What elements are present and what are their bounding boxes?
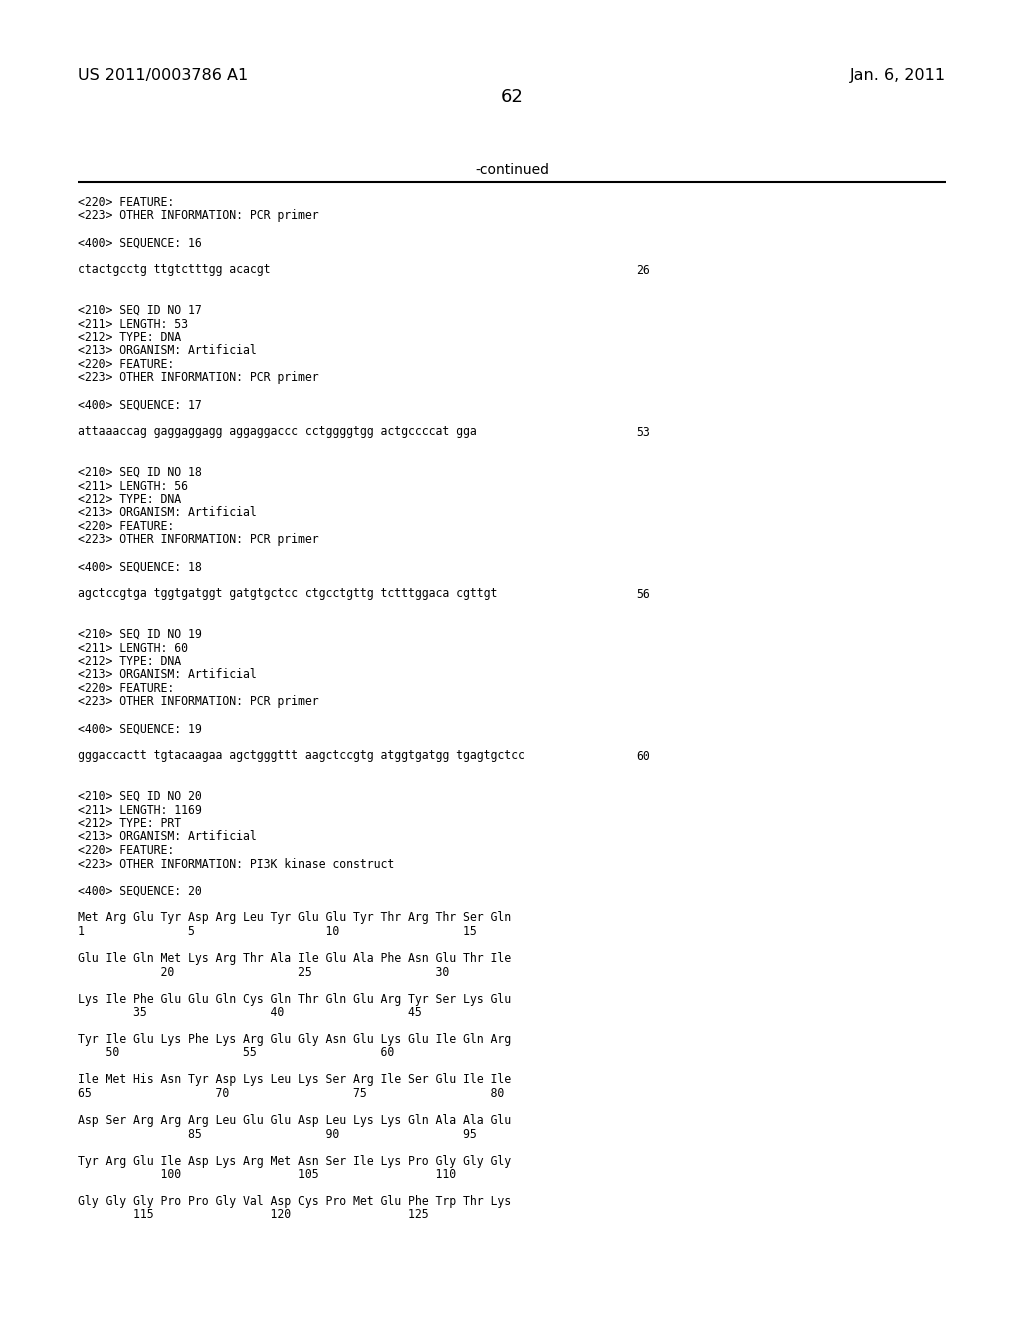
Text: Tyr Ile Glu Lys Phe Lys Arg Glu Gly Asn Glu Lys Glu Ile Gln Arg: Tyr Ile Glu Lys Phe Lys Arg Glu Gly Asn … bbox=[78, 1034, 511, 1045]
Text: <211> LENGTH: 1169: <211> LENGTH: 1169 bbox=[78, 804, 202, 817]
Text: -continued: -continued bbox=[475, 162, 549, 177]
Text: <400> SEQUENCE: 20: <400> SEQUENCE: 20 bbox=[78, 884, 202, 898]
Text: 65                  70                  75                  80: 65 70 75 80 bbox=[78, 1086, 504, 1100]
Text: <212> TYPE: DNA: <212> TYPE: DNA bbox=[78, 331, 181, 345]
Text: <210> SEQ ID NO 18: <210> SEQ ID NO 18 bbox=[78, 466, 202, 479]
Text: <400> SEQUENCE: 16: <400> SEQUENCE: 16 bbox=[78, 236, 202, 249]
Text: <212> TYPE: DNA: <212> TYPE: DNA bbox=[78, 655, 181, 668]
Text: <220> FEATURE:: <220> FEATURE: bbox=[78, 195, 174, 209]
Text: Met Arg Glu Tyr Asp Arg Leu Tyr Glu Glu Tyr Thr Arg Thr Ser Gln: Met Arg Glu Tyr Asp Arg Leu Tyr Glu Glu … bbox=[78, 912, 511, 924]
Text: 20                  25                  30: 20 25 30 bbox=[78, 965, 450, 978]
Text: <220> FEATURE:: <220> FEATURE: bbox=[78, 682, 174, 696]
Text: US 2011/0003786 A1: US 2011/0003786 A1 bbox=[78, 69, 248, 83]
Text: <210> SEQ ID NO 19: <210> SEQ ID NO 19 bbox=[78, 628, 202, 642]
Text: <211> LENGTH: 56: <211> LENGTH: 56 bbox=[78, 479, 188, 492]
Text: <210> SEQ ID NO 17: <210> SEQ ID NO 17 bbox=[78, 304, 202, 317]
Text: 26: 26 bbox=[636, 264, 650, 276]
Text: <220> FEATURE:: <220> FEATURE: bbox=[78, 843, 174, 857]
Text: <400> SEQUENCE: 18: <400> SEQUENCE: 18 bbox=[78, 561, 202, 573]
Text: <213> ORGANISM: Artificial: <213> ORGANISM: Artificial bbox=[78, 668, 257, 681]
Text: <213> ORGANISM: Artificial: <213> ORGANISM: Artificial bbox=[78, 507, 257, 520]
Text: Glu Ile Gln Met Lys Arg Thr Ala Ile Glu Ala Phe Asn Glu Thr Ile: Glu Ile Gln Met Lys Arg Thr Ala Ile Glu … bbox=[78, 952, 511, 965]
Text: <211> LENGTH: 53: <211> LENGTH: 53 bbox=[78, 318, 188, 330]
Text: 115                 120                 125: 115 120 125 bbox=[78, 1209, 429, 1221]
Text: <223> OTHER INFORMATION: PCR primer: <223> OTHER INFORMATION: PCR primer bbox=[78, 371, 318, 384]
Text: <223> OTHER INFORMATION: PI3K kinase construct: <223> OTHER INFORMATION: PI3K kinase con… bbox=[78, 858, 394, 870]
Text: <213> ORGANISM: Artificial: <213> ORGANISM: Artificial bbox=[78, 345, 257, 358]
Text: <212> TYPE: PRT: <212> TYPE: PRT bbox=[78, 817, 181, 830]
Text: Gly Gly Gly Pro Pro Gly Val Asp Cys Pro Met Glu Phe Trp Thr Lys: Gly Gly Gly Pro Pro Gly Val Asp Cys Pro … bbox=[78, 1195, 511, 1208]
Text: Jan. 6, 2011: Jan. 6, 2011 bbox=[850, 69, 946, 83]
Text: <400> SEQUENCE: 17: <400> SEQUENCE: 17 bbox=[78, 399, 202, 412]
Text: Ile Met His Asn Tyr Asp Lys Leu Lys Ser Arg Ile Ser Glu Ile Ile: Ile Met His Asn Tyr Asp Lys Leu Lys Ser … bbox=[78, 1073, 511, 1086]
Text: <223> OTHER INFORMATION: PCR primer: <223> OTHER INFORMATION: PCR primer bbox=[78, 533, 318, 546]
Text: <210> SEQ ID NO 20: <210> SEQ ID NO 20 bbox=[78, 789, 202, 803]
Text: <212> TYPE: DNA: <212> TYPE: DNA bbox=[78, 492, 181, 506]
Text: 53: 53 bbox=[636, 425, 650, 438]
Text: <223> OTHER INFORMATION: PCR primer: <223> OTHER INFORMATION: PCR primer bbox=[78, 696, 318, 709]
Text: <220> FEATURE:: <220> FEATURE: bbox=[78, 520, 174, 533]
Text: Tyr Arg Glu Ile Asp Lys Arg Met Asn Ser Ile Lys Pro Gly Gly Gly: Tyr Arg Glu Ile Asp Lys Arg Met Asn Ser … bbox=[78, 1155, 511, 1167]
Text: ctactgcctg ttgtctttgg acacgt: ctactgcctg ttgtctttgg acacgt bbox=[78, 264, 270, 276]
Text: 60: 60 bbox=[636, 750, 650, 763]
Text: 56: 56 bbox=[636, 587, 650, 601]
Text: agctccgtga tggtgatggt gatgtgctcc ctgcctgttg tctttggaca cgttgt: agctccgtga tggtgatggt gatgtgctcc ctgcctg… bbox=[78, 587, 498, 601]
Text: <223> OTHER INFORMATION: PCR primer: <223> OTHER INFORMATION: PCR primer bbox=[78, 210, 318, 223]
Text: <211> LENGTH: 60: <211> LENGTH: 60 bbox=[78, 642, 188, 655]
Text: 85                  90                  95: 85 90 95 bbox=[78, 1127, 477, 1140]
Text: 62: 62 bbox=[501, 88, 523, 106]
Text: 100                 105                 110: 100 105 110 bbox=[78, 1168, 456, 1181]
Text: Asp Ser Arg Arg Arg Leu Glu Glu Asp Leu Lys Lys Gln Ala Ala Glu: Asp Ser Arg Arg Arg Leu Glu Glu Asp Leu … bbox=[78, 1114, 511, 1127]
Text: 35                  40                  45: 35 40 45 bbox=[78, 1006, 422, 1019]
Text: 1               5                   10                  15: 1 5 10 15 bbox=[78, 925, 477, 939]
Text: gggaccactt tgtacaagaa agctgggttt aagctccgtg atggtgatgg tgagtgctcc: gggaccactt tgtacaagaa agctgggttt aagctcc… bbox=[78, 750, 525, 763]
Text: <220> FEATURE:: <220> FEATURE: bbox=[78, 358, 174, 371]
Text: <213> ORGANISM: Artificial: <213> ORGANISM: Artificial bbox=[78, 830, 257, 843]
Text: Lys Ile Phe Glu Glu Gln Cys Gln Thr Gln Glu Arg Tyr Ser Lys Glu: Lys Ile Phe Glu Glu Gln Cys Gln Thr Gln … bbox=[78, 993, 511, 1006]
Text: 50                  55                  60: 50 55 60 bbox=[78, 1047, 394, 1060]
Text: attaaaccag gaggaggagg aggaggaccc cctggggtgg actgccccat gga: attaaaccag gaggaggagg aggaggaccc cctgggg… bbox=[78, 425, 477, 438]
Text: <400> SEQUENCE: 19: <400> SEQUENCE: 19 bbox=[78, 722, 202, 735]
